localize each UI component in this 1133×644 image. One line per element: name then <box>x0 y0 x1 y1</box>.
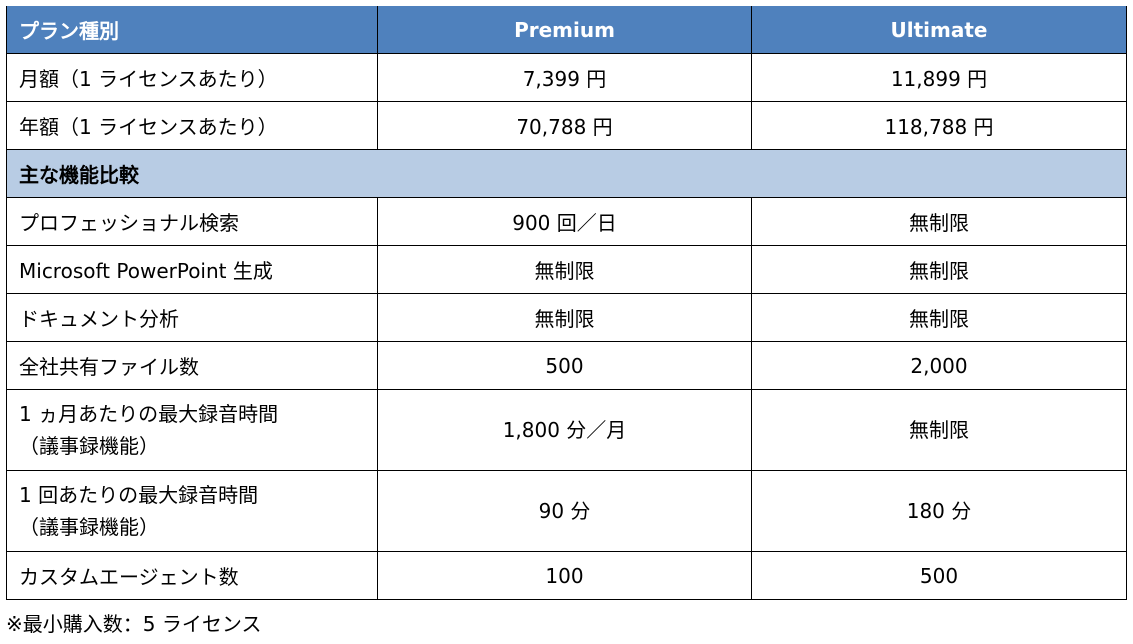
premium-value: 500 <box>377 341 752 390</box>
row-label: 1 回あたりの最大録音時間 （議事録機能） <box>6 470 378 552</box>
row-label: 年額（1 ライセンスあたり） <box>6 101 378 150</box>
ultimate-value: 118,788 円 <box>751 101 1127 150</box>
premium-value: 7,399 円 <box>377 53 752 102</box>
ultimate-value: 無制限 <box>751 389 1127 471</box>
table-row: プロフェッショナル検索 900 回／日 無制限 <box>6 197 1127 246</box>
premium-value: 無制限 <box>377 245 752 294</box>
ultimate-value: 無制限 <box>751 197 1127 246</box>
row-label: カスタムエージェント数 <box>6 551 378 600</box>
table-row: ドキュメント分析 無制限 無制限 <box>6 293 1127 342</box>
premium-value: 90 分 <box>377 470 752 552</box>
header-premium: Premium <box>377 6 752 54</box>
ultimate-value: 500 <box>751 551 1127 600</box>
row-label: プロフェッショナル検索 <box>6 197 378 246</box>
ultimate-value: 無制限 <box>751 245 1127 294</box>
footnote: ※最小購入数：5 ライセンス <box>6 612 262 636</box>
premium-value: 900 回／日 <box>377 197 752 246</box>
premium-value: 100 <box>377 551 752 600</box>
row-label: 月額（1 ライセンスあたり） <box>6 53 378 102</box>
ultimate-value: 11,899 円 <box>751 53 1127 102</box>
row-label: 全社共有ファイル数 <box>6 341 378 390</box>
table-row: 全社共有ファイル数 500 2,000 <box>6 341 1127 390</box>
row-label-main: 1 回あたりの最大録音時間 <box>19 483 259 507</box>
table-row: 1 回あたりの最大録音時間 （議事録機能） 90 分 180 分 <box>6 470 1127 552</box>
section-row: 主な機能比較 <box>6 149 1127 198</box>
row-label-sub: （議事録機能） <box>19 434 159 458</box>
premium-value: 無制限 <box>377 293 752 342</box>
table-row: 月額（1 ライセンスあたり） 7,399 円 11,899 円 <box>6 53 1127 102</box>
row-label: ドキュメント分析 <box>6 293 378 342</box>
ultimate-value: 2,000 <box>751 341 1127 390</box>
row-label: 1 ヵ月あたりの最大録音時間 （議事録機能） <box>6 389 378 471</box>
table-row: Microsoft PowerPoint 生成 無制限 無制限 <box>6 245 1127 294</box>
row-label-sub: （議事録機能） <box>19 515 159 539</box>
table-row: 1 ヵ月あたりの最大録音時間 （議事録機能） 1,800 分／月 無制限 <box>6 389 1127 471</box>
row-label: Microsoft PowerPoint 生成 <box>6 245 378 294</box>
ultimate-value: 無制限 <box>751 293 1127 342</box>
table-row: カスタムエージェント数 100 500 <box>6 551 1127 600</box>
header-ultimate: Ultimate <box>751 6 1127 54</box>
ultimate-value: 180 分 <box>751 470 1127 552</box>
section-heading: 主な機能比較 <box>6 149 1127 198</box>
table-row: 年額（1 ライセンスあたり） 70,788 円 118,788 円 <box>6 101 1127 150</box>
plan-comparison-table: プラン種別 Premium Ultimate 月額（1 ライセンスあたり） 7,… <box>6 6 1127 600</box>
premium-value: 70,788 円 <box>377 101 752 150</box>
header-row: プラン種別 Premium Ultimate <box>6 6 1127 54</box>
header-plan-type: プラン種別 <box>6 6 378 54</box>
premium-value: 1,800 分／月 <box>377 389 752 471</box>
row-label-main: 1 ヵ月あたりの最大録音時間 <box>19 402 279 426</box>
